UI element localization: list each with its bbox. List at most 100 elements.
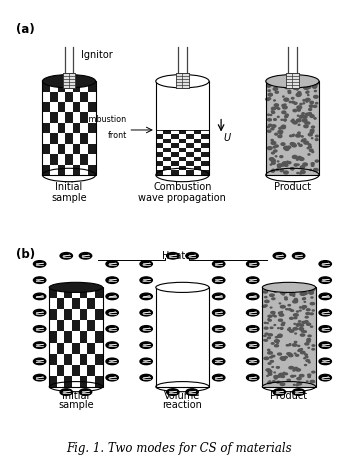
Circle shape [299,158,304,161]
Circle shape [297,109,300,111]
Circle shape [285,297,287,298]
Bar [58,123,65,133]
Circle shape [294,344,296,345]
Circle shape [287,146,291,148]
Bar [179,130,186,134]
Circle shape [299,377,300,378]
Circle shape [290,294,294,295]
Circle shape [282,125,285,128]
Circle shape [275,345,279,347]
Circle shape [271,111,273,112]
Circle shape [285,164,288,166]
Circle shape [296,159,298,160]
Circle shape [310,303,315,305]
Circle shape [264,357,268,360]
Circle shape [290,310,294,312]
Bar [49,376,57,387]
Bar [88,81,96,92]
Circle shape [279,303,281,304]
Circle shape [290,293,292,294]
Circle shape [304,125,308,128]
Circle shape [33,358,46,365]
Circle shape [291,169,294,170]
Bar [42,81,96,175]
Circle shape [274,104,279,106]
Circle shape [294,323,295,324]
Bar [194,148,202,152]
Circle shape [279,312,282,314]
Circle shape [140,326,153,332]
Circle shape [272,111,275,114]
Circle shape [277,328,279,329]
Circle shape [33,326,46,332]
Circle shape [272,125,276,127]
Circle shape [277,161,279,162]
Circle shape [316,82,319,84]
Circle shape [296,89,298,90]
Circle shape [268,371,272,373]
Circle shape [287,329,291,330]
Circle shape [299,349,302,351]
Circle shape [292,101,295,103]
Circle shape [278,85,279,86]
Bar [95,353,102,365]
Circle shape [280,290,285,292]
Circle shape [310,313,313,314]
Circle shape [270,327,273,329]
Circle shape [288,304,290,306]
Circle shape [289,367,294,369]
Bar [186,171,194,175]
Circle shape [291,83,293,85]
Bar [72,365,80,376]
Bar [49,309,57,321]
Bar [49,287,57,298]
Bar [50,133,58,144]
Circle shape [106,277,118,284]
Text: sample: sample [58,400,94,410]
Circle shape [314,95,318,98]
Circle shape [293,87,296,88]
Circle shape [295,333,296,334]
Circle shape [303,298,305,299]
Circle shape [213,277,225,284]
Bar [156,171,163,175]
Circle shape [285,148,289,151]
Bar [49,353,57,365]
Circle shape [290,135,292,137]
Circle shape [305,122,308,124]
Circle shape [294,369,295,370]
Circle shape [294,300,298,302]
Circle shape [268,114,270,115]
Text: sample: sample [51,193,87,203]
Bar [65,154,73,164]
Circle shape [60,253,72,259]
Circle shape [268,90,270,91]
Circle shape [300,334,305,336]
Circle shape [302,305,306,308]
Circle shape [296,323,301,325]
Circle shape [273,389,286,395]
Text: front: front [107,131,127,140]
Circle shape [293,301,297,303]
Circle shape [301,349,303,350]
Circle shape [267,85,271,87]
Circle shape [302,292,307,294]
Circle shape [275,145,278,147]
Bar [81,133,88,144]
Circle shape [79,253,92,259]
Circle shape [287,289,290,290]
Circle shape [264,340,267,341]
Circle shape [304,86,308,89]
Bar [171,134,179,139]
Circle shape [308,362,310,363]
Circle shape [319,358,332,365]
Circle shape [293,328,297,330]
Circle shape [140,309,153,316]
Circle shape [290,142,294,145]
Circle shape [307,341,310,342]
Bar [57,365,64,376]
Circle shape [314,169,318,171]
Circle shape [303,100,305,101]
Circle shape [305,356,308,358]
Circle shape [292,344,297,346]
